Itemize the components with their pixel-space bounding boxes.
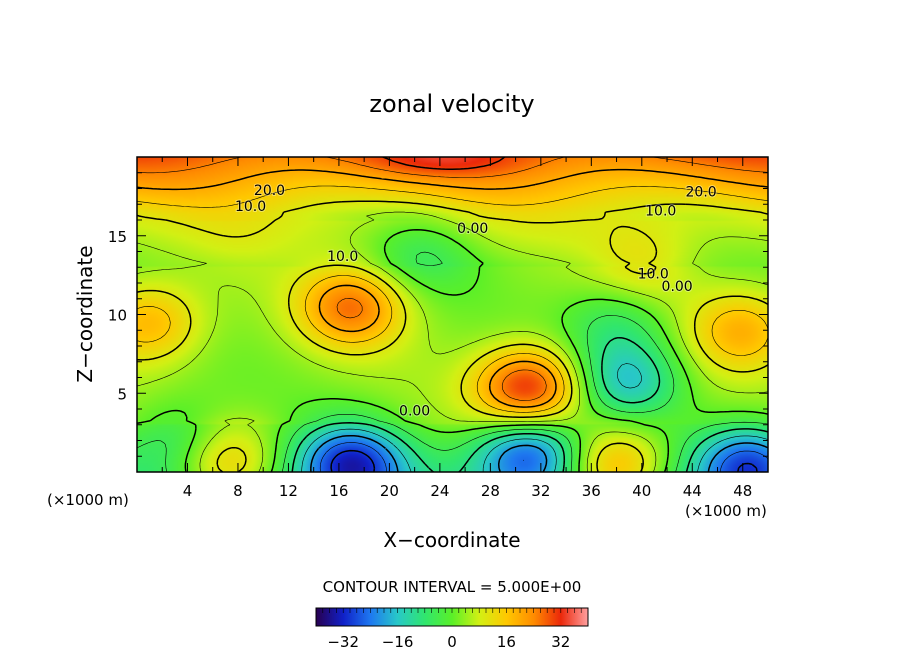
contour-line	[319, 442, 768, 472]
contour-lines	[137, 157, 768, 472]
contour-line	[137, 251, 768, 472]
colorbar-tick-label: 0	[447, 633, 457, 651]
contour-line	[330, 449, 758, 472]
x-tick-label: 28	[481, 482, 500, 500]
contour-label: 10.0	[235, 199, 266, 215]
colorbar-ticks: −32 −16 0 16 32	[315, 608, 589, 651]
y-axis: 5 10 15	[108, 172, 768, 457]
y-tick-label: 10	[108, 307, 127, 325]
x-tick-label: 16	[329, 482, 348, 500]
contour-label: 0.00	[662, 279, 693, 295]
x-tick-label: 12	[279, 482, 298, 500]
colorbar: −32 −16 0 16 32	[315, 607, 589, 651]
x-unit-right: (×1000 m)	[685, 502, 767, 520]
contour-line	[137, 211, 768, 472]
contour-label: 20.0	[254, 183, 285, 199]
x-tick-label: 4	[183, 482, 193, 500]
colorbar-tick-label: 16	[497, 633, 516, 651]
x-tick-label: 48	[733, 482, 752, 500]
contour-label: 0.00	[399, 404, 430, 420]
x-tick-label: 32	[531, 482, 550, 500]
contour-label: 10.0	[645, 204, 676, 220]
contour-label: 0.00	[457, 221, 488, 237]
contour-line	[137, 200, 768, 472]
contour-interval-text: CONTOUR INTERVAL = 5.000E+00	[323, 578, 582, 596]
x-tick-label: 40	[632, 482, 651, 500]
x-unit-left: (×1000 m)	[47, 491, 129, 509]
colorbar-tick-label: −32	[327, 633, 359, 651]
contour-line	[310, 434, 768, 472]
contour-label: 10.0	[638, 267, 669, 283]
x-axis-label: X−coordinate	[383, 528, 520, 552]
contour-line	[137, 168, 768, 408]
contour-line	[137, 229, 768, 472]
colorbar-tick-label: 32	[551, 633, 570, 651]
x-axis: 4 8 12 16 20 24 28 32 36 40 44 48	[161, 157, 752, 500]
x-tick-label: 36	[582, 482, 601, 500]
contour-label: 10.0	[327, 249, 358, 265]
y-tick-label: 15	[108, 228, 127, 246]
x-tick-label: 24	[430, 482, 449, 500]
contour-line	[291, 336, 768, 472]
x-tick-label: 20	[380, 482, 399, 500]
colorbar-tick-label: −16	[382, 633, 414, 651]
x-tick-label: 44	[683, 482, 702, 500]
x-tick-label: 8	[233, 482, 243, 500]
contour-label: 20.0	[686, 185, 717, 201]
contour-line	[137, 157, 768, 401]
y-tick-label: 5	[117, 385, 127, 403]
contour-line	[301, 363, 768, 472]
chart-title: zonal velocity	[369, 90, 534, 118]
y-axis-label: Z−coordinate	[73, 245, 97, 382]
